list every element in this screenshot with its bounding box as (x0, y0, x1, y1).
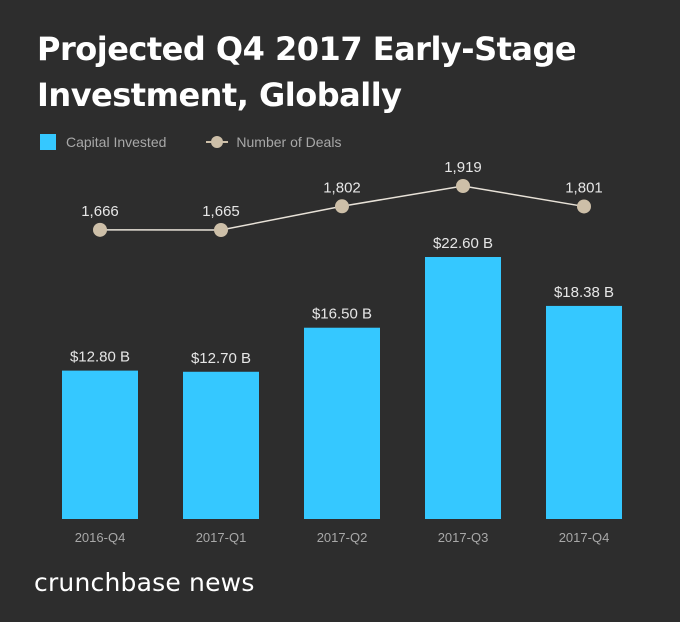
legend-label-capital-invested: Capital Invested (66, 134, 167, 150)
x-tick-label-2017-Q3: 2017-Q3 (438, 530, 489, 545)
bar-2017-Q1 (183, 371, 259, 519)
legend-item-number-of-deals: Number of Deals (206, 134, 341, 150)
bar-2017-Q2 (304, 327, 380, 519)
chart-title: Projected Q4 2017 Early-Stage Investment… (37, 30, 577, 114)
crunchbase-news-logo: crunchbase news (34, 568, 255, 597)
deals-label-2017-Q4: 1,801 (565, 179, 603, 196)
bar-2016-Q4 (62, 370, 138, 519)
deals-point-2017-Q1 (214, 223, 228, 237)
deals-label-2016-Q4: 1,666 (81, 203, 119, 220)
bar-label-2017-Q4: $18.38 B (554, 284, 614, 301)
x-tick-label-2017-Q1: 2017-Q1 (196, 530, 247, 545)
bar-label-2017-Q3: $22.60 B (433, 235, 493, 252)
deals-point-2016-Q4 (93, 222, 107, 237)
bar-label-2017-Q2: $16.50 B (312, 306, 372, 323)
deals-point-2017-Q3 (456, 179, 470, 193)
bar-2017-Q3 (425, 257, 501, 519)
legend-item-capital-invested: Capital Invested (40, 134, 166, 150)
x-tick-label-2016-Q4: 2016-Q4 (75, 530, 126, 545)
chart-legend: Capital Invested Number of Deals (40, 132, 381, 152)
bar-label-2016-Q4: $12.80 B (70, 349, 130, 366)
deals-label-2017-Q2: 1,802 (323, 179, 361, 196)
legend-marker-line (206, 136, 229, 148)
deals-point-2017-Q2 (335, 199, 349, 214)
bar-2017-Q4 (546, 305, 622, 519)
deals-point-2017-Q4 (577, 199, 591, 214)
legend-swatch-bar (40, 134, 56, 150)
bar-label-2017-Q1: $12.70 B (191, 350, 251, 367)
deals-label-2017-Q1: 1,665 (202, 203, 240, 220)
x-tick-label-2017-Q4: 2017-Q4 (559, 530, 610, 545)
x-tick-label-2017-Q2: 2017-Q2 (317, 530, 368, 545)
legend-label-number-of-deals: Number of Deals (236, 134, 342, 150)
deals-label-2017-Q3: 1,919 (444, 159, 482, 176)
